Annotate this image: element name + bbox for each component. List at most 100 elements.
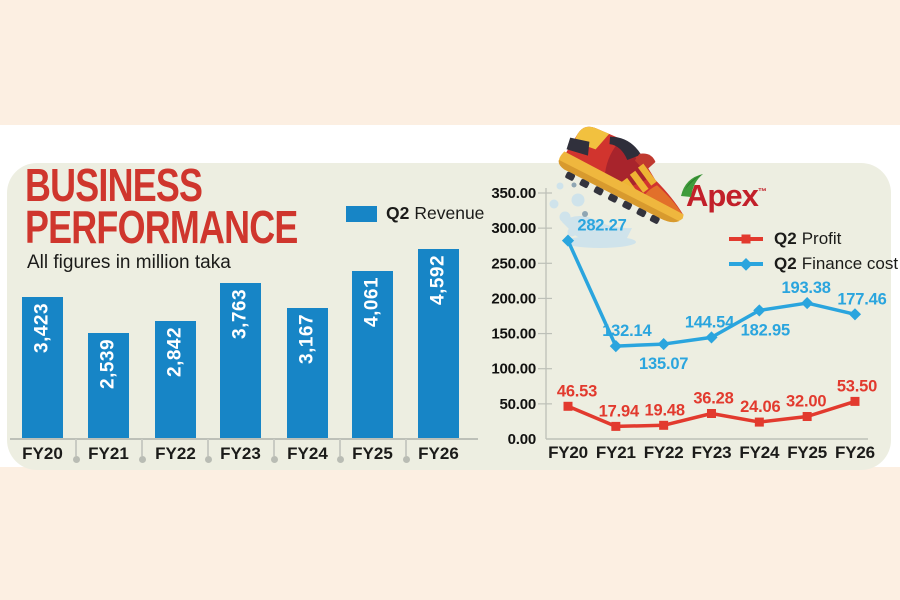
finance-line-icon	[729, 257, 763, 271]
square-marker	[802, 412, 812, 422]
y-tick-label: 250.00	[491, 255, 536, 272]
water-splash-icon	[549, 182, 636, 248]
diamond-marker	[801, 297, 814, 310]
apex-logo: Apex™	[681, 174, 767, 214]
square-marker	[611, 421, 621, 431]
diamond-marker	[657, 337, 670, 351]
x-tick-label: FY26	[835, 443, 875, 462]
category-separator	[207, 439, 209, 456]
page-subtitle: All figures in million taka	[27, 252, 231, 273]
square-marker	[754, 417, 764, 427]
legend-q2-finance-cost: Q2 Finance cost	[729, 254, 898, 274]
y-tick-label: 150.00	[491, 326, 536, 343]
data-label: 32.00	[786, 393, 826, 411]
category-separator-dot	[336, 456, 344, 463]
diamond-marker	[848, 308, 862, 321]
bar-FY20: 3,423	[22, 297, 63, 438]
revenue-swatch-icon	[346, 205, 377, 222]
x-tick-label: FY20	[548, 443, 588, 462]
category-label-FY26: FY26	[418, 444, 459, 463]
bar-FY25: 4,061	[352, 271, 393, 438]
legend-q2-profit: Q2 Profit	[729, 229, 841, 249]
legend-profit-label: Profit	[801, 229, 842, 248]
y-tick-label: 300.00	[491, 220, 536, 237]
category-separator-dot	[138, 456, 146, 463]
legend-q2-revenue: Q2 Revenue	[346, 203, 484, 224]
x-tick-label: FY21	[596, 443, 636, 462]
category-separator-dot	[204, 456, 212, 463]
data-label: 53.50	[837, 377, 877, 395]
title-line-2: PERFORMANCE	[25, 201, 298, 254]
top-peach-band	[0, 0, 900, 125]
data-label: 24.06	[740, 398, 780, 416]
bar-value-label: 4,061	[361, 277, 383, 328]
square-marker	[850, 396, 860, 406]
page-title: BUSINESS PERFORMANCE	[25, 159, 298, 254]
x-tick-label: FY22	[644, 443, 684, 462]
category-separator	[405, 439, 407, 456]
category-label-FY21: FY21	[88, 444, 129, 463]
category-label-FY20: FY20	[22, 444, 63, 463]
data-label: 46.53	[557, 382, 597, 400]
title-line-1: BUSINESS	[25, 159, 203, 211]
bar-FY26: 4,592	[418, 249, 459, 438]
y-tick-label: 100.00	[491, 361, 536, 378]
data-label: 135.07	[639, 355, 688, 373]
y-tick-label: 200.00	[491, 290, 536, 307]
category-separator	[141, 439, 143, 456]
square-marker	[659, 420, 669, 430]
data-label: 177.46	[837, 290, 886, 308]
category-separator	[273, 439, 275, 456]
apex-wordmark: Apex	[686, 178, 759, 213]
sneaker-icon	[558, 126, 684, 224]
data-label: 144.54	[685, 313, 735, 331]
bar-FY24: 3,167	[287, 308, 328, 438]
bar-value-label: 2,539	[97, 339, 119, 390]
data-label: 182.95	[741, 321, 790, 339]
profit-line-icon	[729, 234, 763, 244]
legend-profit-strong: Q2	[774, 229, 797, 248]
profit-marker-icon	[741, 234, 751, 244]
square-marker	[706, 409, 716, 419]
apex-tm: ™	[757, 186, 767, 197]
square-marker	[563, 401, 573, 411]
profit-finance-line-chart: 0.00 50.00 100.00 150.00 200.00 250.00 300.00 3…	[491, 185, 887, 462]
legend-finance-strong: Q2	[774, 254, 797, 273]
sneaker-illustration	[549, 126, 684, 248]
data-label: 282.27	[577, 217, 626, 235]
diamond-marker	[561, 234, 575, 247]
category-label-FY25: FY25	[352, 444, 393, 463]
legend-revenue-label: Revenue	[414, 203, 485, 223]
category-separator-dot	[270, 456, 278, 463]
data-label: 193.38	[782, 279, 831, 297]
category-label-FY23: FY23	[220, 444, 261, 463]
bar-value-label: 3,167	[296, 314, 318, 365]
category-separator-dot	[402, 456, 410, 463]
bar-value-label: 2,842	[164, 327, 186, 378]
bar-FY22: 2,842	[155, 321, 196, 438]
x-tick-label: FY25	[787, 443, 827, 462]
x-tick-label: FY23	[692, 443, 732, 462]
x-tick-label: FY24	[739, 443, 780, 462]
bar-value-label: 3,423	[31, 303, 53, 354]
data-label: 19.48	[645, 401, 685, 419]
bar-FY23: 3,763	[220, 283, 261, 438]
bar-FY21: 2,539	[88, 333, 129, 438]
y-tick-label: 350.00	[491, 185, 536, 202]
bottom-peach-band	[0, 467, 900, 600]
category-label-FY22: FY22	[155, 444, 196, 463]
diamond-marker	[609, 340, 622, 353]
legend-revenue-strong: Q2	[386, 203, 410, 223]
y-tick-label: 50.00	[499, 396, 536, 413]
category-separator	[339, 439, 341, 456]
data-label: 17.94	[599, 402, 640, 420]
data-label: 36.28	[693, 390, 733, 408]
y-tick-label: 0.00	[508, 431, 536, 448]
apex-leaf-icon	[681, 174, 703, 197]
bar-value-label: 3,763	[229, 289, 251, 340]
category-separator	[75, 439, 77, 456]
legend-finance-label: Finance cost	[801, 254, 899, 273]
category-label-FY24: FY24	[287, 444, 328, 463]
category-separator-dot	[72, 456, 80, 463]
